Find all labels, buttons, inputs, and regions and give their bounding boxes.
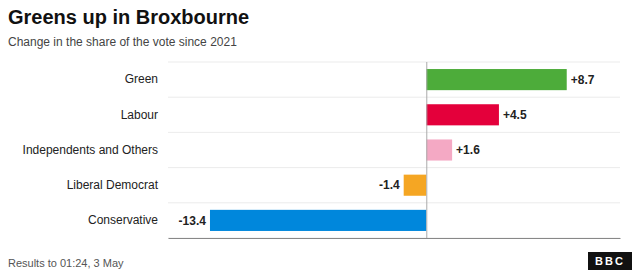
footer: Results to 01:24, 3 May bbox=[8, 257, 124, 269]
y-tick: Labour bbox=[121, 108, 168, 122]
category-label: Independents and Others bbox=[23, 143, 158, 157]
grid-line bbox=[426, 62, 427, 238]
y-tick: Green bbox=[125, 72, 168, 86]
x-axis-line bbox=[169, 238, 621, 239]
y-tick: Independents and Others bbox=[23, 143, 168, 157]
bar bbox=[426, 69, 566, 90]
row-separator bbox=[168, 238, 620, 239]
logo-text: BBC bbox=[595, 255, 625, 267]
x-axis bbox=[169, 62, 621, 239]
y-tick: Liberal Democrat bbox=[67, 178, 168, 192]
x-tick bbox=[426, 62, 427, 238]
data-label: +8.7 bbox=[571, 73, 595, 87]
chart: Greens up in Broxbourne Change in the sha… bbox=[0, 0, 640, 274]
row-separator bbox=[168, 202, 620, 203]
data-label: -13.4 bbox=[179, 214, 207, 228]
row-separator bbox=[168, 62, 620, 63]
category-label: Green bbox=[125, 72, 158, 86]
bar bbox=[426, 139, 452, 160]
data-label: +1.6 bbox=[456, 143, 480, 157]
row-separator bbox=[168, 167, 620, 168]
row-separators bbox=[168, 62, 620, 238]
category-label: Conservative bbox=[88, 213, 158, 227]
category-label: Liberal Democrat bbox=[67, 178, 159, 192]
bars bbox=[210, 69, 567, 231]
title: Greens up in Broxbourne bbox=[8, 6, 249, 28]
bar bbox=[210, 210, 426, 231]
category-label: Labour bbox=[121, 108, 158, 122]
y-tick: Conservative bbox=[88, 213, 168, 227]
bar bbox=[426, 104, 499, 125]
data-labels: +8.7 +4.5 +1.6 -1.4 -13.4 bbox=[179, 73, 595, 228]
subtitle: Change in the share of the vote since 20… bbox=[8, 35, 237, 49]
logo-box bbox=[588, 252, 632, 270]
chart-container: Greens up in Broxbourne Change in the sha… bbox=[0, 0, 640, 274]
row-separator bbox=[168, 97, 620, 98]
y-axis: Green Labour Independents and Others Libera… bbox=[23, 72, 168, 227]
data-label: +4.5 bbox=[503, 108, 527, 122]
logo: BBC bbox=[588, 252, 632, 270]
bar bbox=[404, 175, 427, 196]
row-separator bbox=[168, 132, 620, 133]
data-label: -1.4 bbox=[379, 178, 400, 192]
